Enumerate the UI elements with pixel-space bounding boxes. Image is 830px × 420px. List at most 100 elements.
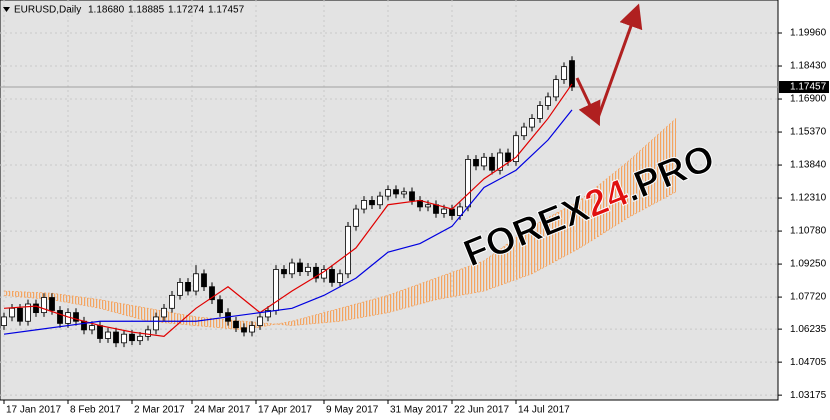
candle-body: [345, 225, 351, 275]
x-tick-label: 8 Feb 2017: [70, 405, 121, 416]
candle-body: [81, 320, 87, 331]
candle-body: [9, 307, 15, 318]
candle-body: [457, 206, 463, 216]
candle-body: [297, 262, 303, 273]
candle-body: [41, 297, 47, 314]
candle-body: [561, 66, 567, 81]
candle-body: [313, 266, 319, 279]
candle-body: [377, 195, 383, 206]
candle-body: [241, 327, 247, 333]
cloud-area: [4, 118, 676, 330]
price-marker-label: 1.17457: [790, 82, 827, 93]
candle-body: [385, 189, 391, 197]
candle-body: [337, 273, 343, 283]
y-tick-label: 1.07720: [790, 292, 827, 303]
candle-body: [425, 204, 431, 208]
candle-body: [169, 294, 175, 309]
y-tick-label: 1.16900: [790, 94, 827, 105]
candle-body: [1, 316, 7, 326]
y-tick-label: 1.09250: [790, 259, 827, 270]
arrow-down: [575, 77, 601, 127]
candle-body: [529, 118, 535, 128]
ohlc-high: 1.18885: [128, 5, 165, 16]
candle-body: [289, 262, 295, 275]
x-tick-label: 17 Apr 2017: [258, 405, 312, 416]
candle-body: [569, 60, 575, 88]
candle-body: [257, 316, 263, 326]
y-tick-label: 1.10780: [790, 226, 827, 237]
candle-body: [329, 269, 335, 283]
candle-body: [33, 303, 39, 314]
ohlc-close: 1.17457: [208, 5, 245, 16]
candle-body: [121, 333, 127, 344]
candle-body: [553, 79, 559, 98]
x-tick-label: 17 Jan 2017: [6, 405, 61, 416]
indicator-line: [3, 109, 573, 335]
candle-body: [449, 208, 455, 216]
y-tick-label: 1.19960: [790, 28, 827, 39]
price-marker-box: [779, 81, 829, 94]
candle-body: [481, 156, 487, 167]
y-tick-label: 1.04705: [790, 357, 827, 368]
x-tick-label: 2 Mar 2017: [134, 405, 185, 416]
x-tick-label: 24 Mar 2017: [194, 405, 251, 416]
candle-body: [193, 273, 199, 292]
candle-body: [145, 329, 151, 337]
candle-body: [265, 310, 271, 318]
candle-body: [537, 105, 543, 119]
candle-body: [473, 159, 479, 167]
candle-body: [273, 269, 279, 311]
candle-body: [521, 126, 527, 137]
y-tick-label: 1.12310: [790, 193, 827, 204]
candle-body: [233, 320, 239, 329]
candle-body: [25, 303, 31, 322]
candle-body: [441, 208, 447, 214]
layer: [0, 0, 778, 400]
candle-body: [113, 331, 119, 344]
candle-body: [505, 152, 511, 162]
ohlc-low: 1.17274: [168, 5, 205, 16]
candle-body: [249, 325, 255, 333]
candle-body: [97, 325, 103, 339]
candle-body: [129, 333, 135, 342]
candle-body: [513, 135, 519, 162]
candle-body: [409, 191, 415, 201]
candle-body: [17, 307, 23, 322]
ohlc-open: 1.18680: [88, 5, 125, 16]
x-tick-label: 31 May 2017: [390, 405, 448, 416]
candle-body: [545, 96, 551, 106]
candle-body: [369, 200, 375, 206]
candle-body: [49, 297, 55, 311]
cloud-span: [3, 118, 677, 331]
candle-body: [361, 200, 367, 210]
candle-body: [433, 204, 439, 214]
candle-body: [305, 266, 311, 273]
candle-body: [489, 156, 495, 171]
candle-body: [209, 286, 215, 301]
candle-body: [105, 331, 111, 339]
candle-body: [201, 273, 207, 288]
candle-body: [161, 307, 167, 318]
candle-body: [73, 312, 79, 322]
candle-body: [497, 152, 503, 171]
candle-body: [89, 325, 95, 331]
candle-body: [137, 335, 143, 342]
arrow-up: [596, 3, 643, 119]
menu-triangle: [3, 7, 10, 12]
cloud-span: [3, 191, 677, 326]
candle-body: [217, 299, 223, 314]
y-tick-label: 1.06235: [790, 324, 827, 335]
symbol: EURUSD,Daily: [14, 5, 81, 16]
y-tick-label: 1.15370: [790, 127, 827, 138]
candle-body: [281, 269, 287, 275]
candle-body: [153, 316, 159, 331]
candle-body: [57, 310, 63, 324]
x-tick-label: 22 Jun 2017: [454, 405, 509, 416]
candle-body: [401, 191, 407, 195]
y-tick-label: 1.13840: [790, 160, 827, 171]
y-tick-label: 1.18430: [790, 61, 827, 72]
y-tick-label: 1.03175: [790, 390, 827, 401]
candle-body: [185, 282, 191, 292]
candle-body: [465, 159, 471, 208]
